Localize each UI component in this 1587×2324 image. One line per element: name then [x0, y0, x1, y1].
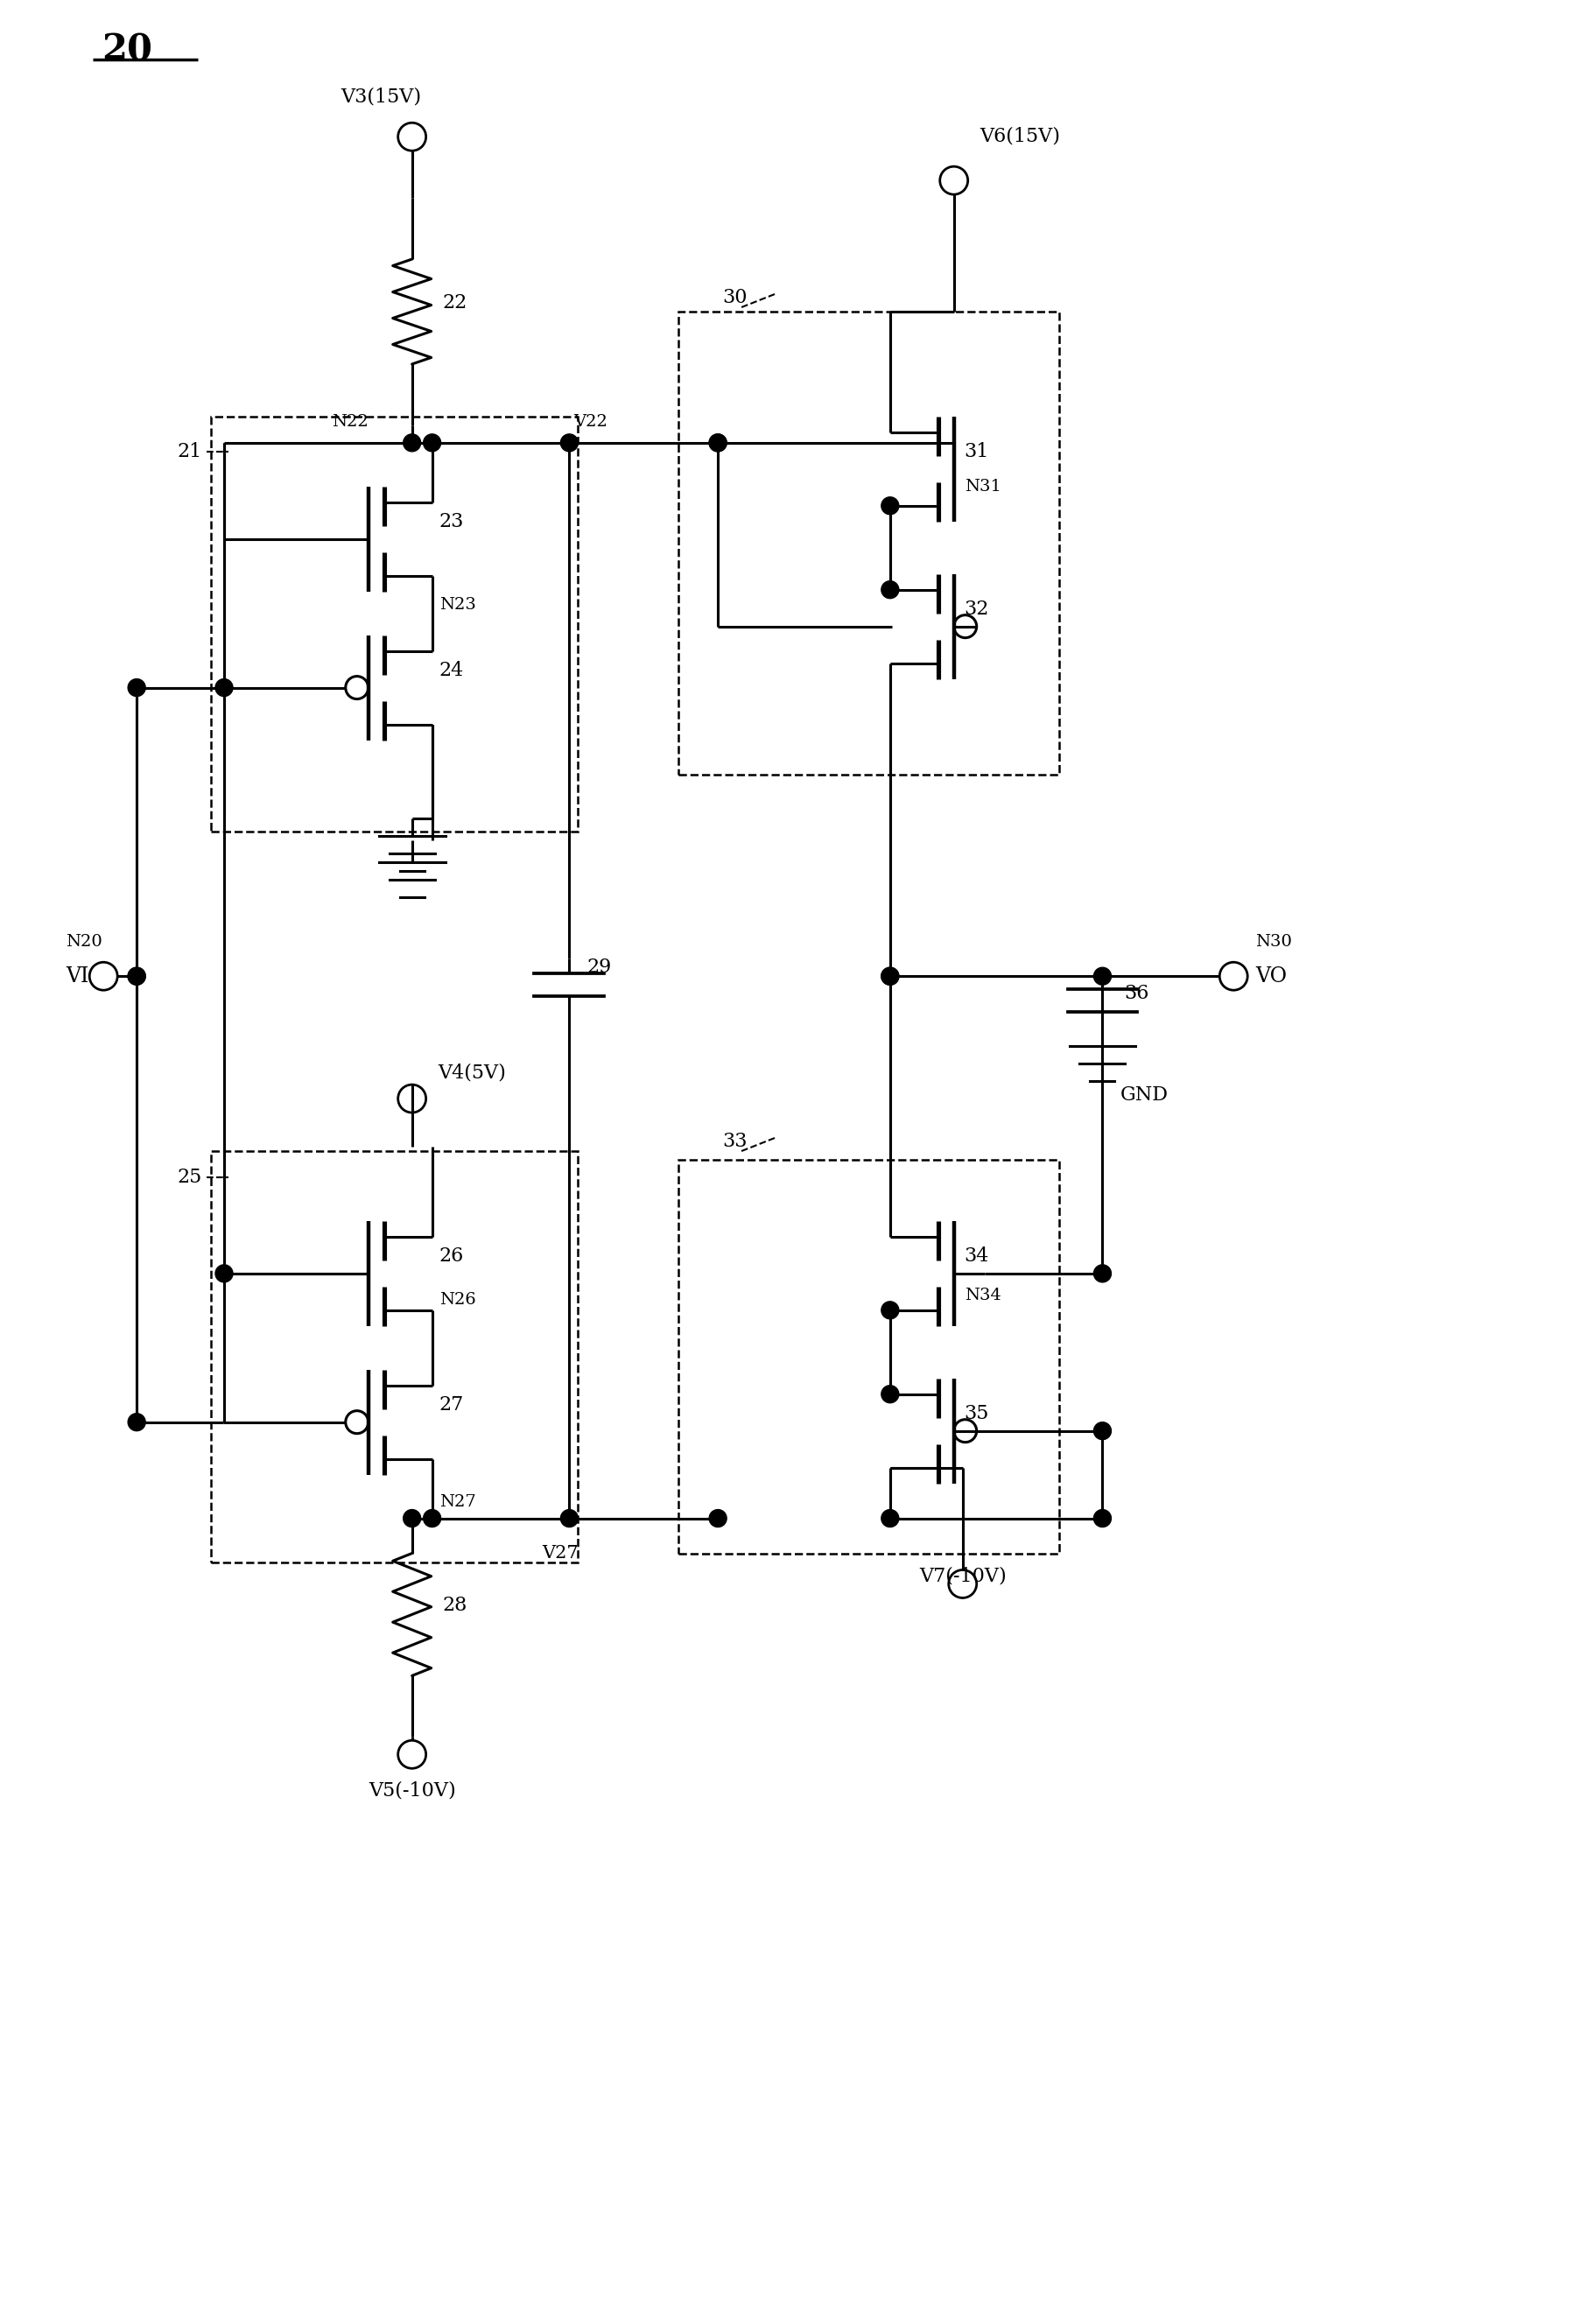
Text: 24: 24 — [440, 660, 463, 681]
Text: 29: 29 — [587, 957, 611, 976]
Text: N34: N34 — [965, 1287, 1001, 1304]
Text: GND: GND — [1120, 1085, 1168, 1104]
Text: 32: 32 — [965, 600, 989, 618]
Text: 31: 31 — [965, 442, 989, 460]
Text: N26: N26 — [440, 1292, 476, 1308]
Bar — [211, 1150, 578, 1562]
Bar — [211, 416, 578, 832]
Circle shape — [403, 435, 421, 451]
Text: 20: 20 — [102, 33, 152, 70]
Text: 34: 34 — [965, 1246, 989, 1267]
Circle shape — [424, 1511, 441, 1527]
Text: V27: V27 — [543, 1545, 579, 1562]
Circle shape — [424, 435, 441, 451]
Text: V5(-10V): V5(-10V) — [368, 1780, 455, 1799]
Text: 30: 30 — [722, 288, 747, 307]
Circle shape — [881, 581, 898, 600]
Bar — [679, 311, 1059, 776]
Text: VI: VI — [65, 967, 89, 985]
Circle shape — [216, 1264, 233, 1283]
Circle shape — [560, 1511, 578, 1527]
Circle shape — [881, 967, 898, 985]
Text: 21: 21 — [178, 442, 202, 460]
Circle shape — [129, 967, 146, 985]
Circle shape — [129, 1413, 146, 1432]
Text: 23: 23 — [440, 511, 463, 532]
Circle shape — [881, 1511, 898, 1527]
Text: N22: N22 — [332, 414, 368, 430]
Circle shape — [881, 967, 898, 985]
Circle shape — [560, 435, 578, 451]
Text: 36: 36 — [1124, 983, 1149, 1004]
Circle shape — [1093, 1422, 1111, 1439]
Circle shape — [1093, 967, 1111, 985]
Text: N23: N23 — [440, 597, 476, 614]
Text: V6(15V): V6(15V) — [981, 125, 1060, 146]
Circle shape — [129, 967, 146, 985]
Text: N27: N27 — [440, 1494, 476, 1511]
Circle shape — [403, 1511, 421, 1527]
Text: VO: VO — [1255, 967, 1287, 985]
Circle shape — [709, 435, 727, 451]
Circle shape — [709, 1511, 727, 1527]
Text: V3(15V): V3(15V) — [341, 86, 422, 107]
Circle shape — [1093, 1511, 1111, 1527]
Text: V22: V22 — [573, 414, 608, 430]
Text: 35: 35 — [965, 1404, 989, 1422]
Bar — [679, 1160, 1059, 1552]
Text: V4(5V): V4(5V) — [438, 1062, 506, 1083]
Text: V7(-10V): V7(-10V) — [919, 1566, 1006, 1585]
Circle shape — [1093, 1264, 1111, 1283]
Text: 26: 26 — [440, 1246, 463, 1267]
Circle shape — [129, 679, 146, 697]
Text: 25: 25 — [178, 1167, 202, 1188]
Circle shape — [881, 497, 898, 514]
Text: N31: N31 — [965, 479, 1001, 495]
Text: 22: 22 — [443, 293, 467, 311]
Text: 27: 27 — [440, 1394, 463, 1415]
Circle shape — [881, 1301, 898, 1320]
Text: 28: 28 — [443, 1597, 468, 1615]
Text: 33: 33 — [722, 1132, 747, 1150]
Text: N20: N20 — [67, 934, 103, 951]
Circle shape — [709, 435, 727, 451]
Circle shape — [881, 1385, 898, 1404]
Text: N30: N30 — [1255, 934, 1292, 951]
Circle shape — [216, 679, 233, 697]
